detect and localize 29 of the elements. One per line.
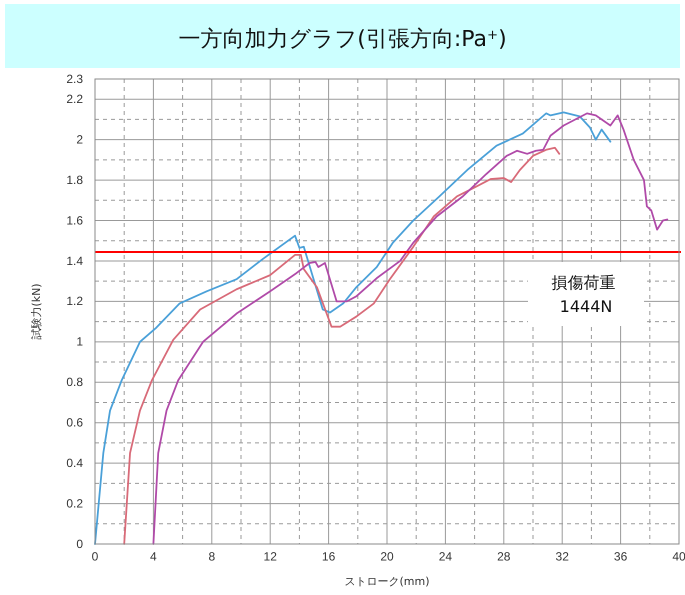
x-tick-label: 16 bbox=[322, 550, 336, 564]
y-tick-label: 2 bbox=[76, 132, 84, 146]
x-tick-label: 36 bbox=[614, 550, 628, 564]
y-tick-label: 1 bbox=[76, 334, 84, 349]
line-series bbox=[152, 112, 668, 545]
x-tick-label: 8 bbox=[208, 550, 216, 564]
y-tick-label: 2.3 bbox=[66, 72, 84, 86]
x-tick-label: 4 bbox=[150, 550, 158, 564]
y-tick-label: 0.4 bbox=[66, 456, 84, 470]
y-tick-label: 0.8 bbox=[66, 375, 84, 390]
x-tick-label: 12 bbox=[264, 550, 278, 564]
y-tick-label: 1.4 bbox=[66, 254, 84, 268]
y-tick-label: 2.2 bbox=[66, 92, 84, 106]
y-tick-label: 0 bbox=[76, 536, 84, 551]
x-axis-title: ストローク(mm) bbox=[344, 575, 430, 588]
y-tick-label: 0.2 bbox=[66, 496, 84, 510]
y-axis-title: 試験力(kN) bbox=[30, 283, 43, 340]
x-tick-label: 28 bbox=[497, 550, 511, 564]
x-tick-label: 0 bbox=[92, 550, 99, 564]
y-tick-label: 1.2 bbox=[66, 294, 84, 308]
x-tick-label: 32 bbox=[556, 550, 570, 564]
y-tick-label: 1.6 bbox=[66, 213, 84, 228]
x-tick-label: 20 bbox=[380, 550, 394, 564]
y-tick-label: 0.6 bbox=[66, 416, 84, 430]
x-tick-label: 24 bbox=[438, 550, 452, 564]
y-tick-label: 1.8 bbox=[66, 172, 84, 187]
x-tick-label: 40 bbox=[672, 550, 685, 564]
chart-title: 一方向加力グラフ(引張方向:Pa$^{+}$) bbox=[178, 27, 507, 52]
ref-line-label: 損傷荷重 1444N bbox=[551, 273, 621, 316]
